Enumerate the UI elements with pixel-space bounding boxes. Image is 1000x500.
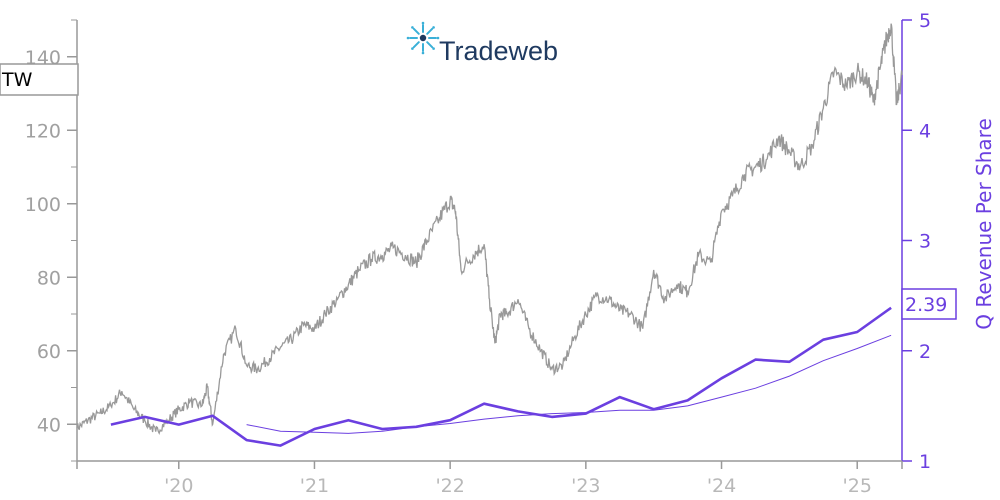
left-tick-label: 80: [37, 267, 61, 289]
right-tick-label: 5: [919, 10, 931, 32]
bottom-tick-label: '23: [571, 475, 600, 497]
tradeweb-logo-text: Tradeweb: [439, 36, 558, 66]
ticker-label-box: TW: [0, 63, 79, 96]
left-tick-label: 60: [37, 341, 61, 363]
series-layer: [76, 23, 903, 447]
tradeweb-starburst-icon: [406, 21, 440, 55]
last-value-box: 2.39: [901, 288, 957, 320]
revenue-line: [110, 306, 892, 447]
bottom-tick-label: '21: [300, 475, 329, 497]
bottom-time-axis: '20 '21 '22 '23 '24 '25: [76, 460, 903, 497]
bottom-tick-label: '22: [435, 475, 464, 497]
price-line: [76, 23, 903, 435]
right-tick-label: 3: [919, 231, 931, 253]
left-tick-label: 40: [37, 414, 61, 436]
bottom-tick-label: '24: [707, 475, 736, 497]
tradeweb-logo: Tradeweb: [406, 21, 558, 66]
bottom-tick-label: '25: [843, 475, 872, 497]
revenue-average-line: [246, 334, 892, 434]
right-tick-label: 4: [919, 120, 931, 142]
last-value-label: 2.39: [905, 294, 947, 316]
bottom-tick-label: '20: [164, 475, 193, 497]
right-axis-title: Q Revenue Per Share: [972, 118, 996, 330]
left-tick-label: 120: [25, 120, 61, 142]
ticker-label: TW: [1, 69, 33, 91]
left-tick-label: 100: [25, 194, 61, 216]
right-revenue-axis: 1 2 3 4 5: [901, 10, 931, 473]
right-tick-label: 2: [919, 341, 931, 363]
right-tick-label: 1: [919, 451, 931, 473]
